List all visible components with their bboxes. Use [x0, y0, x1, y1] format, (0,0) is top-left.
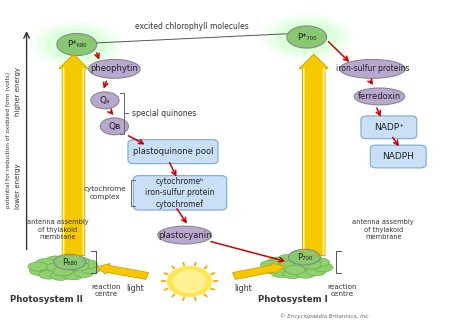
- Text: P₆₈₀: P₆₈₀: [62, 258, 77, 267]
- FancyBboxPatch shape: [361, 116, 417, 139]
- Ellipse shape: [158, 226, 212, 244]
- Ellipse shape: [260, 14, 353, 60]
- Text: antenna assembly
of thylakoid
membrane: antenna assembly of thylakoid membrane: [352, 219, 414, 240]
- Ellipse shape: [301, 255, 321, 264]
- Text: ferredoxin: ferredoxin: [358, 92, 401, 101]
- Ellipse shape: [296, 269, 316, 278]
- Text: © Encyclopaedia Britannica, Inc.: © Encyclopaedia Britannica, Inc.: [280, 313, 370, 319]
- Ellipse shape: [74, 268, 94, 277]
- Ellipse shape: [89, 59, 140, 78]
- Text: plastocyanin: plastocyanin: [158, 230, 211, 240]
- Ellipse shape: [268, 18, 346, 56]
- Ellipse shape: [53, 267, 73, 276]
- Ellipse shape: [61, 262, 81, 271]
- Ellipse shape: [354, 88, 405, 105]
- Text: Qʙ: Qʙ: [108, 122, 120, 131]
- Text: light: light: [235, 284, 252, 293]
- Ellipse shape: [262, 265, 282, 274]
- FancyArrow shape: [59, 54, 88, 256]
- Text: P₇₀₀: P₇₀₀: [297, 253, 312, 262]
- FancyArrow shape: [300, 54, 328, 256]
- Text: P*₇₀₀: P*₇₀₀: [297, 33, 317, 41]
- Text: Photosystem I: Photosystem I: [258, 295, 328, 304]
- Ellipse shape: [38, 25, 116, 64]
- Text: higher energy: higher energy: [15, 67, 21, 116]
- Ellipse shape: [51, 271, 70, 280]
- FancyBboxPatch shape: [133, 176, 227, 210]
- Ellipse shape: [46, 256, 65, 265]
- FancyArrow shape: [59, 54, 88, 256]
- Text: reaction
centre: reaction centre: [327, 284, 356, 297]
- FancyArrow shape: [233, 263, 285, 279]
- Ellipse shape: [64, 271, 83, 280]
- FancyArrow shape: [300, 54, 328, 256]
- FancyArrow shape: [300, 54, 328, 256]
- Ellipse shape: [100, 118, 128, 135]
- Text: potential for reduction of oxidized form (volts): potential for reduction of oxidized form…: [6, 72, 11, 208]
- FancyBboxPatch shape: [370, 145, 426, 168]
- Ellipse shape: [36, 259, 55, 268]
- Ellipse shape: [278, 254, 298, 263]
- Text: Qₐ: Qₐ: [100, 96, 110, 105]
- Text: cytochromeᵇ
iron-sulfur protein
cytochromeḟ: cytochromeᵇ iron-sulfur protein cytochro…: [146, 177, 215, 209]
- Ellipse shape: [46, 29, 108, 60]
- Text: NADP⁺: NADP⁺: [374, 123, 404, 132]
- Ellipse shape: [313, 263, 333, 272]
- Ellipse shape: [279, 261, 299, 270]
- Text: excited chlorophyll molecules: excited chlorophyll molecules: [135, 22, 249, 32]
- Text: NADPH: NADPH: [383, 152, 414, 161]
- Text: light: light: [127, 284, 144, 293]
- Ellipse shape: [30, 21, 123, 68]
- Ellipse shape: [287, 26, 327, 48]
- FancyArrow shape: [97, 263, 148, 279]
- FancyBboxPatch shape: [128, 140, 218, 164]
- Ellipse shape: [69, 257, 89, 266]
- Ellipse shape: [310, 258, 330, 267]
- Ellipse shape: [268, 257, 288, 266]
- Ellipse shape: [28, 262, 48, 271]
- Text: pheophytin: pheophytin: [91, 64, 138, 73]
- Ellipse shape: [271, 268, 291, 277]
- Text: special quinones: special quinones: [132, 109, 196, 118]
- Ellipse shape: [293, 260, 313, 270]
- Ellipse shape: [39, 270, 58, 279]
- Ellipse shape: [78, 259, 98, 269]
- Ellipse shape: [81, 264, 101, 274]
- Ellipse shape: [54, 254, 86, 270]
- Text: reaction
centre: reaction centre: [91, 284, 121, 297]
- Text: cytochrome
complex: cytochrome complex: [83, 186, 126, 200]
- Ellipse shape: [276, 22, 337, 52]
- Ellipse shape: [306, 267, 326, 276]
- Circle shape: [173, 270, 206, 293]
- Ellipse shape: [339, 59, 405, 78]
- Ellipse shape: [29, 266, 49, 275]
- Ellipse shape: [57, 34, 97, 55]
- Text: Photosystem II: Photosystem II: [10, 295, 83, 304]
- Ellipse shape: [288, 249, 320, 265]
- Ellipse shape: [69, 261, 89, 271]
- Ellipse shape: [291, 254, 311, 263]
- Circle shape: [167, 266, 212, 297]
- Ellipse shape: [301, 260, 321, 269]
- Ellipse shape: [59, 255, 79, 264]
- Ellipse shape: [283, 270, 302, 279]
- FancyArrow shape: [59, 54, 88, 256]
- Text: lower energy: lower energy: [15, 163, 21, 209]
- Ellipse shape: [91, 92, 119, 109]
- Text: iron-sulfur proteins: iron-sulfur proteins: [336, 64, 409, 73]
- Text: plastoquinone pool: plastoquinone pool: [133, 147, 213, 156]
- Text: P*₆₈₀: P*₆₈₀: [67, 40, 87, 49]
- Ellipse shape: [285, 265, 305, 274]
- Text: antenna assembly
of thylakoid
membrane: antenna assembly of thylakoid membrane: [27, 219, 89, 240]
- Ellipse shape: [47, 263, 66, 272]
- Ellipse shape: [260, 260, 280, 270]
